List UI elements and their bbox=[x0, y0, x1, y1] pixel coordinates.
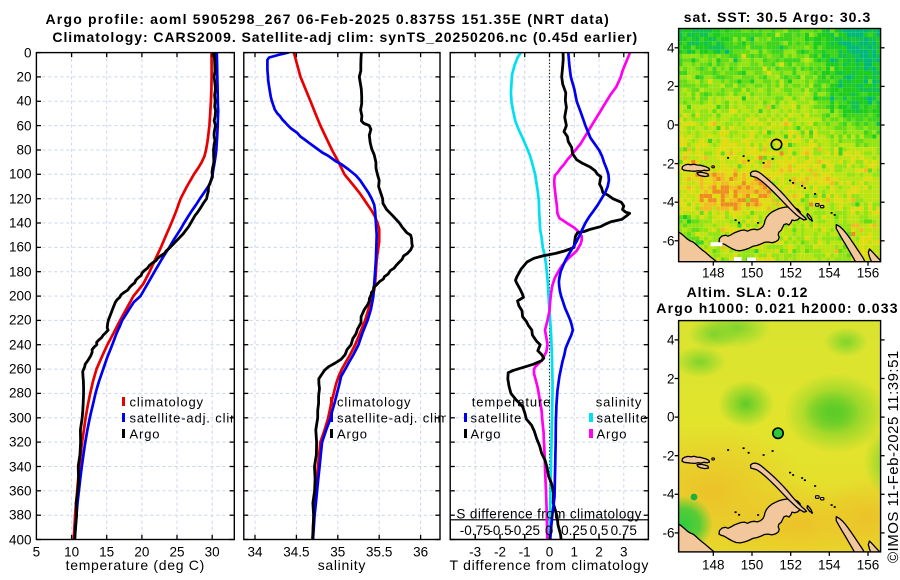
svg-text:0.75: 0.75 bbox=[611, 523, 637, 538]
svg-text:-0.5: -0.5 bbox=[488, 523, 511, 538]
svg-text:0.5: 0.5 bbox=[590, 523, 609, 538]
svg-text:-0.25: -0.25 bbox=[509, 523, 540, 538]
svg-text:0: 0 bbox=[545, 523, 553, 538]
svg-text:0.25: 0.25 bbox=[561, 523, 587, 538]
svg-text:-0.75: -0.75 bbox=[460, 523, 491, 538]
